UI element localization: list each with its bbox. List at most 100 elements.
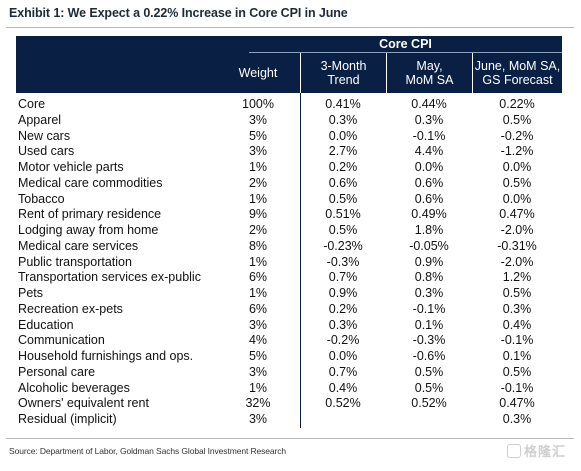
table-row: New cars 5% 0.0% -0.1% -0.2% xyxy=(16,129,562,145)
table-row: Household furnishings and ops. 5% 0.0% -0.6… xyxy=(16,349,562,365)
trend-cell: 0.52% xyxy=(325,396,361,411)
weight-cell: 1% xyxy=(248,286,268,300)
table-row: Apparel 3% 0.3% 0.3% 0.5% xyxy=(16,113,562,129)
row-label: New cars xyxy=(18,128,71,143)
row-label: Alcoholic beverages xyxy=(18,380,130,395)
may-cell: 0.5% xyxy=(414,380,444,395)
may-cell: 0.0% xyxy=(414,160,444,174)
row-label: Medical care commodities xyxy=(18,175,163,190)
table-row: Rent of primary residence 9% 0.51% 0.49% 0.4… xyxy=(16,207,562,223)
may-cell: -0.1% xyxy=(412,128,446,143)
weight-cell: 5% xyxy=(248,349,268,363)
trend-cell: 0.9% xyxy=(328,286,358,300)
table-row: Pets 1% 0.9% 0.3% 0.5% xyxy=(16,286,562,302)
may-cell: -0.3% xyxy=(412,333,446,348)
table-row: Lodging away from home 2% 0.5% 1.8% -2.0% xyxy=(16,223,562,239)
may-cell: 1.8% xyxy=(414,223,444,237)
bottom-divider xyxy=(6,438,574,439)
weight-cell: 3% xyxy=(248,112,268,127)
row-label: Tobacco xyxy=(18,191,65,206)
table-body: Core 100% 0.41% 0.44% 0.22% Apparel 3% 0.3% 0.3%… xyxy=(16,93,562,428)
may-cell: 0.3% xyxy=(414,286,444,300)
may-cell: 0.49% xyxy=(411,207,447,222)
table-row: Transportation services ex-public 6% 0.7% 0… xyxy=(16,270,562,286)
may-cell: -0.05% xyxy=(409,238,449,253)
weight-cell: 3% xyxy=(248,412,268,426)
row-label: Used cars xyxy=(18,144,75,159)
trend-cell: 0.7% xyxy=(328,364,358,379)
may-cell xyxy=(386,412,472,428)
header-weight: Weight xyxy=(238,66,278,80)
cpi-table: Core CPI Weight 3-Month Trend May, MoM S… xyxy=(16,36,562,428)
table-row: Public transportation 1% -0.3% 0.9% -2.0% xyxy=(16,255,562,271)
june-cell: 0.5% xyxy=(502,175,532,190)
column-divider xyxy=(300,93,301,428)
weight-cell: 2% xyxy=(248,175,268,190)
weight-cell: 5% xyxy=(248,128,268,143)
trend-cell: 0.41% xyxy=(325,97,361,111)
row-label: Lodging away from home xyxy=(18,223,159,237)
table-row: Residual (implicit) 3% 0.3% xyxy=(16,412,562,428)
trend-cell: 0.4% xyxy=(328,380,358,395)
june-cell: 1.2% xyxy=(502,270,532,285)
table-row: Tobacco 1% 0.5% 0.6% 0.0% xyxy=(16,192,562,208)
row-label: Rent of primary residence xyxy=(18,207,162,222)
watermark-text: 格隆汇 xyxy=(524,444,567,459)
june-cell: -0.1% xyxy=(500,333,534,348)
weight-cell: 6% xyxy=(248,270,268,285)
source-note: Source: Department of Labor, Goldman Sac… xyxy=(9,446,287,456)
may-cell: 0.6% xyxy=(414,191,444,206)
weight-cell: 9% xyxy=(248,207,268,222)
weight-cell: 6% xyxy=(248,301,268,316)
trend-cell: 0.5% xyxy=(328,191,358,206)
june-cell: -0.2% xyxy=(500,128,534,143)
may-cell: 0.1% xyxy=(414,317,444,332)
row-label: Motor vehicle parts xyxy=(18,160,124,174)
trend-cell: 0.2% xyxy=(328,160,358,174)
table-row: Core 100% 0.41% 0.44% 0.22% xyxy=(16,97,562,113)
trend-cell: 0.3% xyxy=(328,317,358,332)
june-cell: -2.0% xyxy=(500,254,534,269)
may-cell: 0.52% xyxy=(411,396,447,411)
table-row: Recreation ex-pets 6% 0.2% -0.1% 0.3% xyxy=(16,302,562,318)
trend-cell: -0.3% xyxy=(326,254,360,269)
table-row: Communication 4% -0.2% -0.3% -0.1% xyxy=(16,333,562,349)
row-label: Transportation services ex-public xyxy=(18,270,201,285)
row-label: Household furnishings and ops. xyxy=(18,349,194,363)
june-cell: -0.31% xyxy=(497,238,537,253)
trend-cell: 2.7% xyxy=(328,144,358,159)
header-3-month-trend: 3-Month Trend xyxy=(300,53,386,93)
table-row: Education 3% 0.3% 0.1% 0.4% xyxy=(16,318,562,334)
row-label: Apparel xyxy=(18,112,62,127)
table-group-header: Core CPI xyxy=(16,36,562,53)
row-label: Public transportation xyxy=(18,254,132,269)
june-cell: 0.3% xyxy=(502,301,532,316)
june-cell: 0.47% xyxy=(499,207,535,222)
june-cell: -1.2% xyxy=(500,144,534,159)
weight-cell: 2% xyxy=(248,223,268,237)
may-cell: -0.1% xyxy=(412,301,446,316)
header-label-cell xyxy=(16,53,216,93)
trend-cell: -0.23% xyxy=(323,238,363,253)
table-row: Medical care commodities 2% 0.6% 0.6% 0.5% xyxy=(16,176,562,192)
trend-cell: 0.2% xyxy=(328,301,358,316)
weight-cell: 1% xyxy=(248,380,268,395)
row-label: Medical care services xyxy=(18,238,139,253)
june-cell: 0.5% xyxy=(502,112,532,127)
row-label: Residual (implicit) xyxy=(18,412,117,426)
row-label: Pets xyxy=(18,286,44,300)
may-cell: 0.44% xyxy=(411,97,447,111)
table-column-header: Weight 3-Month Trend May, MoM SA June, M… xyxy=(16,53,562,93)
table-row: Used cars 3% 2.7% 4.4% -1.2% xyxy=(16,144,562,160)
weight-cell: 32% xyxy=(245,396,271,411)
weight-cell: 3% xyxy=(248,364,268,379)
june-cell: -0.1% xyxy=(500,380,534,395)
june-cell: 0.47% xyxy=(499,396,535,411)
trend-cell: 0.6% xyxy=(328,175,358,190)
weight-cell: 1% xyxy=(248,160,268,174)
trend-cell: 0.51% xyxy=(325,207,361,222)
may-cell: 0.8% xyxy=(414,270,444,285)
row-label: Recreation ex-pets xyxy=(18,301,123,316)
may-cell: 0.5% xyxy=(414,364,444,379)
june-cell: 0.1% xyxy=(502,349,532,363)
